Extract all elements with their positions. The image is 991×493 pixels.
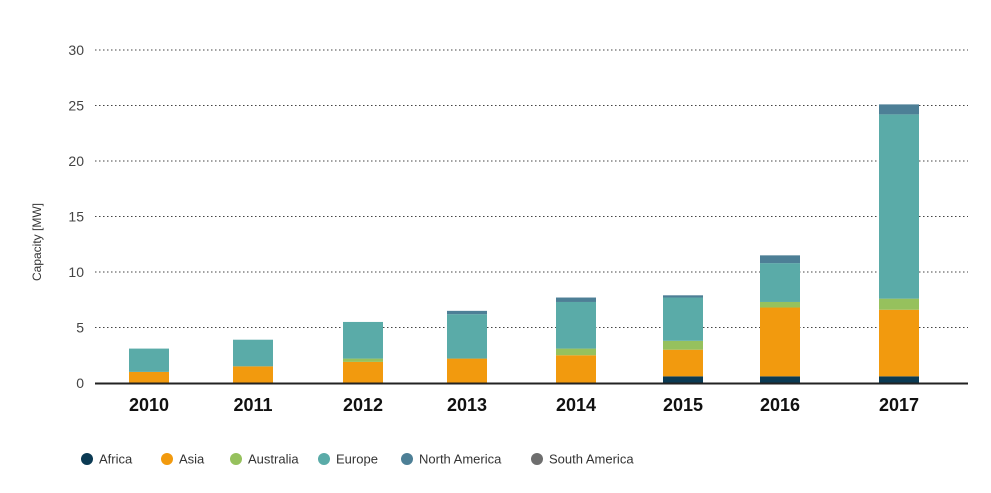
y-axis-label: Capacity [MW] — [30, 203, 44, 281]
x-tick-label: 2010 — [129, 395, 169, 415]
bar-segment — [760, 255, 800, 264]
bar-segment — [663, 340, 703, 350]
x-tick-label: 2012 — [343, 395, 383, 415]
gridlines — [95, 49, 968, 328]
bar-segment — [879, 104, 919, 115]
bar-segment — [129, 371, 169, 383]
y-tick-label: 5 — [76, 320, 84, 336]
bar-segment — [556, 301, 596, 349]
bar-segment — [663, 376, 703, 383]
x-tick-label: 2011 — [233, 395, 272, 415]
bar-segment — [447, 358, 487, 383]
x-tick-label: 2016 — [760, 395, 800, 415]
x-tick-label: 2013 — [447, 395, 487, 415]
bar-segment — [556, 355, 596, 383]
y-tick-label: 30 — [68, 42, 84, 58]
x-tick-label: 2014 — [556, 395, 596, 415]
y-tick-label: 10 — [68, 264, 84, 280]
bar-segment — [760, 301, 800, 308]
bar-segment — [879, 114, 919, 299]
legend-label: North America — [419, 452, 502, 467]
bar-segment — [663, 297, 703, 341]
y-tick-label: 25 — [68, 98, 84, 114]
bar-segment — [879, 298, 919, 310]
bar-segment — [556, 297, 596, 302]
legend: Africa Asia Australia Europe North America So… — [81, 452, 634, 467]
bar-segment — [129, 348, 169, 372]
bar-segment — [233, 339, 273, 367]
legend-marker — [531, 453, 543, 465]
y-tick-label: 15 — [68, 209, 84, 225]
bar-segment — [343, 358, 383, 362]
legend-label: Asia — [179, 452, 205, 467]
legend-marker — [81, 453, 93, 465]
legend-label: Africa — [99, 452, 133, 467]
axes: 0 5 10 15 20 25 30 2010 2011 2012 2013 2014 2015 2016… — [68, 42, 968, 415]
legend-label: Australia — [248, 452, 299, 467]
bar-segment — [663, 349, 703, 377]
bar-segment — [447, 310, 487, 315]
bar-segment — [343, 321, 383, 359]
legend-marker — [318, 453, 330, 465]
bar-segment — [663, 295, 703, 298]
y-tick-label: 20 — [68, 153, 84, 169]
legend-marker — [230, 453, 242, 465]
y-tick-label: 0 — [76, 375, 84, 391]
bar-segment — [233, 366, 273, 383]
bar-segment — [760, 376, 800, 383]
x-tick-label: 2017 — [879, 395, 919, 415]
legend-marker — [161, 453, 173, 465]
legend-label: South America — [549, 452, 634, 467]
legend-marker — [401, 453, 413, 465]
bar-segment — [447, 314, 487, 359]
bars — [129, 104, 919, 383]
bar-segment — [879, 376, 919, 383]
bar-segment — [556, 348, 596, 356]
bar-segment — [879, 309, 919, 377]
bar-segment — [760, 307, 800, 377]
bar-segment — [343, 361, 383, 383]
bar-segment — [760, 263, 800, 302]
x-tick-label: 2015 — [663, 395, 703, 415]
legend-label: Europe — [336, 452, 378, 467]
